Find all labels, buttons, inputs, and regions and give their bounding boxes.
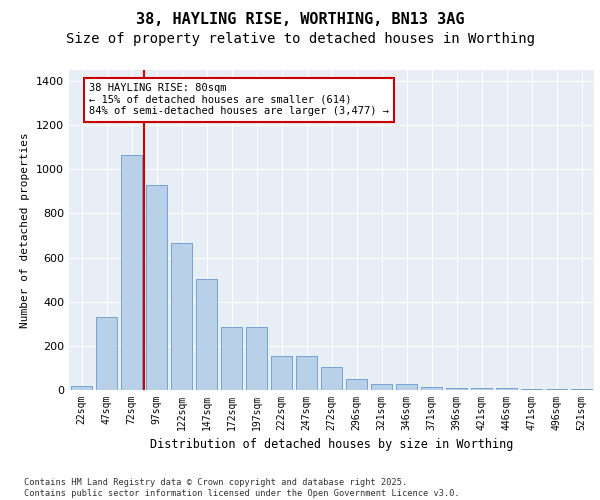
Text: 38, HAYLING RISE, WORTHING, BN13 3AG: 38, HAYLING RISE, WORTHING, BN13 3AG [136,12,464,28]
Bar [496,388,517,390]
Bar [421,386,442,390]
Bar [146,185,167,390]
Y-axis label: Number of detached properties: Number of detached properties [20,132,31,328]
Bar [296,356,317,390]
Bar [246,327,267,390]
Bar [346,379,367,390]
Bar [96,317,117,390]
Bar [221,327,242,390]
Bar [446,388,467,390]
Text: Contains HM Land Registry data © Crown copyright and database right 2025.
Contai: Contains HM Land Registry data © Crown c… [24,478,460,498]
Bar [121,155,142,390]
Bar [371,384,392,390]
Bar [546,389,567,390]
Bar [321,367,342,390]
Bar [196,278,217,390]
Bar [471,388,492,390]
X-axis label: Distribution of detached houses by size in Worthing: Distribution of detached houses by size … [150,438,513,452]
Bar [396,384,417,390]
Bar [71,386,92,390]
Text: 38 HAYLING RISE: 80sqm
← 15% of detached houses are smaller (614)
84% of semi-de: 38 HAYLING RISE: 80sqm ← 15% of detached… [89,83,389,116]
Text: Size of property relative to detached houses in Worthing: Size of property relative to detached ho… [65,32,535,46]
Bar [521,389,542,390]
Bar [271,356,292,390]
Bar [171,243,192,390]
